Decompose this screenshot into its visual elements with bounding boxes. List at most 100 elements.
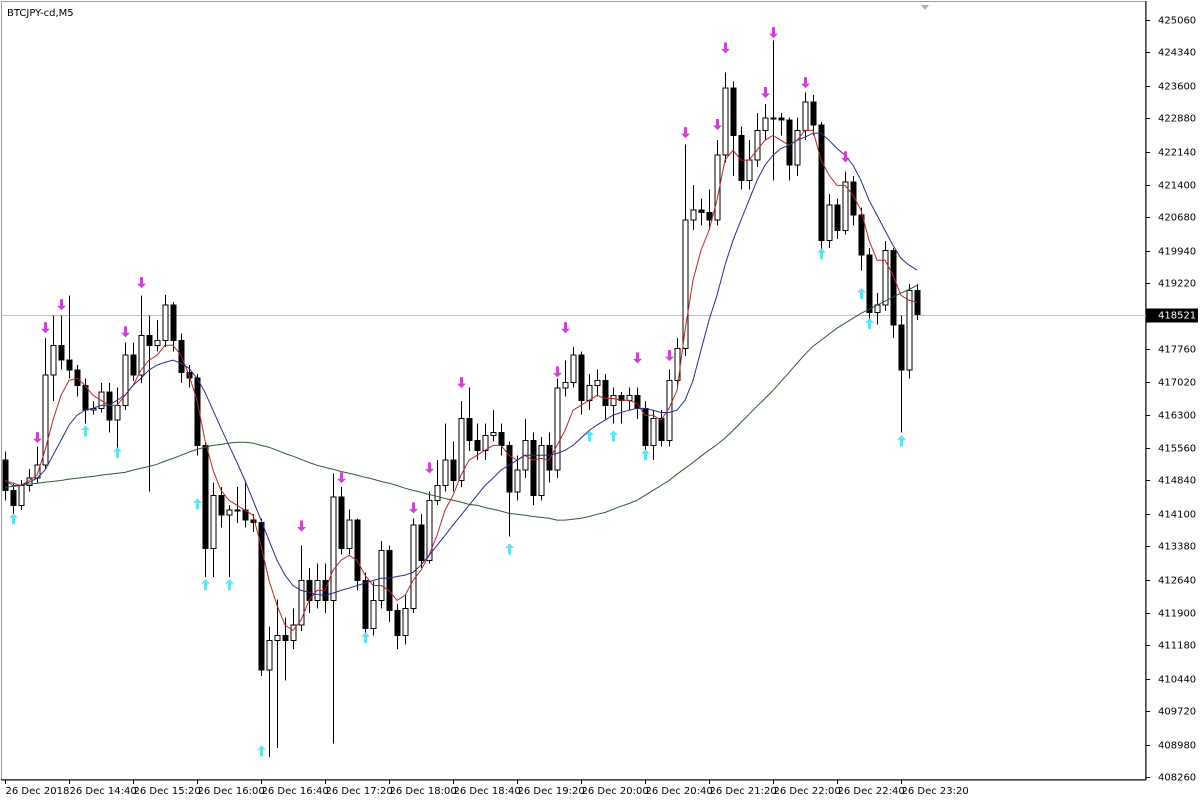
candle-body <box>122 354 129 406</box>
y-tick-label: 408260 <box>1158 773 1196 784</box>
candle-body <box>346 519 353 550</box>
candle-body <box>138 334 145 376</box>
buy-arrow <box>897 435 906 447</box>
candle-body <box>154 339 161 346</box>
candle-body <box>778 117 785 121</box>
candle-body <box>706 211 713 221</box>
candle-body <box>530 439 537 496</box>
y-tick-label: 413380 <box>1158 542 1196 553</box>
y-tick-label: 422880 <box>1158 114 1196 125</box>
x-tick-label: 26 Dec 20:00 <box>582 786 649 797</box>
candle-body <box>370 599 377 629</box>
y-tick-label: 414100 <box>1158 510 1196 521</box>
sell-arrow <box>665 350 674 362</box>
y-tick-label: 411180 <box>1158 641 1196 652</box>
current-price-box <box>1146 308 1198 323</box>
sell-arrow <box>561 322 570 334</box>
x-tick-label: 26 Dec 18:00 <box>390 786 457 797</box>
x-tick-label: 26 Dec 22:40 <box>838 786 905 797</box>
buy-arrow <box>857 288 866 300</box>
sell-arrow <box>57 299 66 311</box>
candle-body <box>658 417 665 441</box>
sell-arrow <box>681 127 690 139</box>
sell-arrow <box>425 462 434 474</box>
y-tick-label: 412640 <box>1158 576 1196 587</box>
sell-arrow <box>41 322 50 334</box>
candle-body <box>74 369 81 386</box>
candle-body <box>2 459 9 491</box>
candle-body <box>434 484 441 501</box>
y-tick-label: 417760 <box>1158 345 1196 356</box>
candle-body <box>482 434 489 451</box>
candle-body <box>770 117 777 120</box>
x-tick-label: 26 Dec 2018 <box>6 786 70 797</box>
candle-body <box>506 444 513 493</box>
candle-body <box>610 394 617 406</box>
candle-body <box>386 549 393 611</box>
buy-arrow <box>641 449 650 461</box>
ma-line <box>4 129 918 632</box>
buy-arrow <box>257 745 266 757</box>
candle-body <box>18 484 25 506</box>
candle-body <box>42 374 49 466</box>
ma-line <box>4 284 918 521</box>
candle-body <box>426 499 433 561</box>
y-tick-label: 415560 <box>1158 444 1196 455</box>
candle-body <box>106 391 113 421</box>
candle-body <box>546 444 553 471</box>
candle-body <box>858 214 865 256</box>
y-tick-label: 419220 <box>1158 279 1196 290</box>
y-tick-label: 422140 <box>1158 148 1196 159</box>
sell-arrow <box>297 520 306 532</box>
candle-body <box>586 384 593 401</box>
x-tick-label: 26 Dec 23:20 <box>902 786 969 797</box>
candle-body <box>794 129 801 166</box>
candle-body <box>690 209 697 221</box>
candle-body <box>666 379 673 441</box>
candle-body <box>66 359 73 371</box>
candle-body <box>594 379 601 386</box>
y-tick-label: 408980 <box>1158 741 1196 752</box>
candle-body <box>842 181 849 231</box>
buy-arrow <box>193 498 202 510</box>
y-tick-label: 411900 <box>1158 609 1196 620</box>
candle-body <box>562 381 569 389</box>
candle-body <box>218 494 225 516</box>
buy-arrow <box>81 425 90 437</box>
candle-body <box>258 521 265 671</box>
x-tick-label: 26 Dec 18:40 <box>454 786 521 797</box>
sell-arrow <box>33 432 42 444</box>
candle-body <box>786 119 793 166</box>
candle-body <box>754 129 761 161</box>
candle-body <box>626 394 633 401</box>
candle-body <box>834 204 841 231</box>
buy-arrow <box>609 430 618 442</box>
candle-body <box>82 384 89 411</box>
candle-body <box>746 159 753 181</box>
sell-arrow <box>801 77 810 89</box>
candle-body <box>698 209 705 213</box>
y-tick-label: 414840 <box>1158 476 1196 487</box>
y-tick-label: 410440 <box>1158 675 1196 686</box>
candle-body <box>682 219 689 349</box>
buy-arrow <box>113 447 122 459</box>
y-tick-label: 419940 <box>1158 247 1196 258</box>
candle-body <box>458 417 465 481</box>
candle-body <box>146 334 153 346</box>
candle-body <box>554 387 561 471</box>
sell-arrow <box>841 151 850 163</box>
candle-body <box>50 344 57 376</box>
candle-body <box>266 639 273 671</box>
buy-arrow <box>585 430 594 442</box>
candle-body <box>802 101 809 131</box>
candle-body <box>538 444 545 496</box>
buy-arrow <box>505 543 514 555</box>
candle-body <box>250 519 257 523</box>
candle-body <box>274 634 281 641</box>
candle-body <box>602 379 609 406</box>
buy-arrow <box>201 579 210 591</box>
candle-body <box>466 417 473 441</box>
candle-body <box>898 324 905 371</box>
